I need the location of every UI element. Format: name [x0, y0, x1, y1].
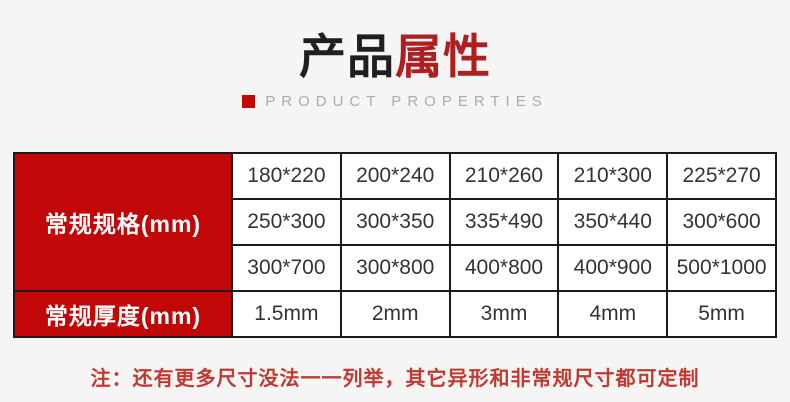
spec-cell: 250*300 [231, 198, 342, 246]
thickness-cell: 2mm [339, 290, 451, 338]
spec-cell: 210*260 [448, 152, 560, 200]
page-title: 产品属性 [0, 33, 790, 80]
spec-cell: 300*700 [231, 244, 342, 292]
thickness-cell: 5mm [666, 290, 777, 338]
spec-cell: 500*1000 [666, 244, 777, 292]
spec-cell: 225*270 [666, 152, 777, 200]
spec-cell: 300*600 [666, 198, 777, 246]
thickness-cell: 3mm [448, 290, 560, 338]
custom-size-note: 注：还有更多尺寸没法一一列举，其它异形和非常规尺寸都可定制 [90, 368, 700, 390]
row-header-thickness: 常规厚度(mm) [13, 290, 233, 338]
table-row: 常规厚度(mm) 1.5mm 2mm 3mm 4mm 5mm [13, 290, 777, 338]
table-row: 250*300 300*350 335*490 350*440 300*600 [14, 198, 777, 246]
spec-cell: 400*800 [448, 244, 560, 292]
table-row: 常规规格(mm) 180*220 200*240 210*260 210*300… [13, 152, 777, 292]
spec-cell: 200*240 [339, 152, 451, 200]
product-spec-table: 常规规格(mm) 180*220 200*240 210*260 210*300… [13, 152, 777, 338]
spec-cell: 400*900 [557, 244, 669, 292]
row-header-specs: 常规规格(mm) [13, 152, 233, 292]
spec-cell: 300*350 [339, 198, 451, 246]
page-header: 产品属性 PRODUCT PROPERTIES [0, 0, 790, 110]
page-title-red: 属性 [395, 30, 491, 83]
spec-cell: 335*490 [448, 198, 560, 246]
spec-cell: 210*300 [557, 152, 669, 200]
page-subtitle-text: PRODUCT PROPERTIES [265, 93, 548, 110]
page-title-black: 产品 [299, 30, 395, 83]
table-row: 300*700 300*800 400*800 400*900 500*1000 [14, 244, 777, 292]
thickness-cell: 1.5mm [231, 290, 342, 338]
spec-cell: 350*440 [557, 198, 669, 246]
page-subtitle: PRODUCT PROPERTIES [0, 93, 790, 110]
spec-cell: 180*220 [231, 152, 342, 200]
thickness-cell: 4mm [557, 290, 669, 338]
red-square-icon [242, 95, 256, 108]
spec-cell: 300*800 [339, 244, 451, 292]
